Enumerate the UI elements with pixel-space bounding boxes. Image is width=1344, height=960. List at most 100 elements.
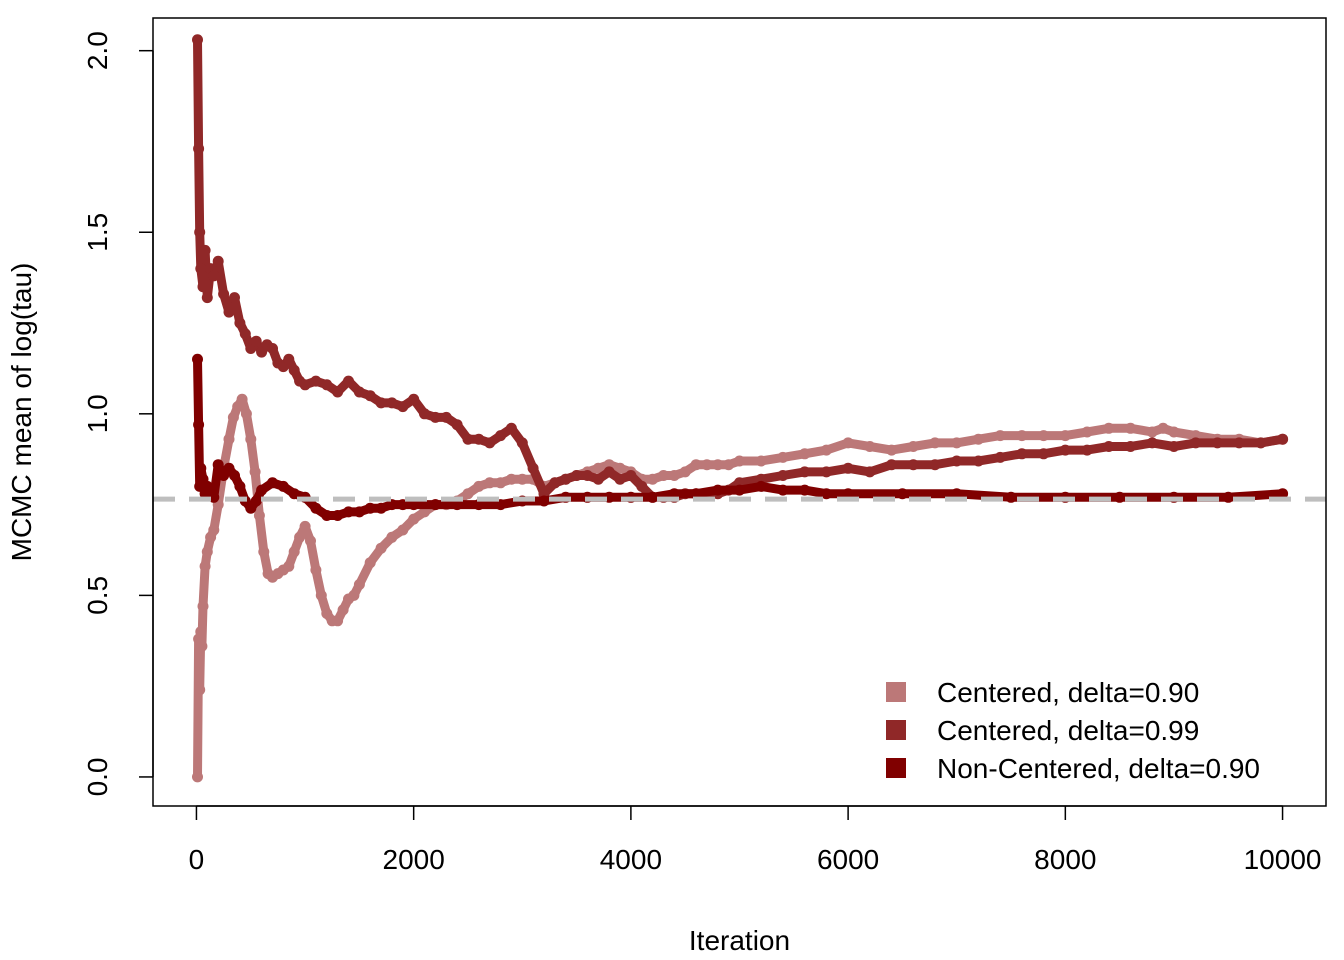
- data-point: [364, 390, 376, 402]
- data-point: [283, 353, 295, 365]
- data-point: [603, 466, 615, 478]
- data-point: [1081, 426, 1093, 438]
- data-point: [505, 422, 517, 434]
- data-point: [951, 455, 963, 467]
- data-point: [239, 328, 251, 340]
- data-point: [192, 353, 203, 365]
- data-point: [195, 263, 207, 275]
- data-point: [527, 462, 539, 474]
- x-tick-label: 4000: [600, 844, 662, 875]
- legend-item: Centered, delta=0.99: [886, 715, 1199, 746]
- data-point: [712, 484, 724, 496]
- data-point: [1146, 437, 1158, 449]
- data-point: [571, 470, 583, 481]
- data-point: [229, 292, 240, 304]
- data-point: [1277, 433, 1289, 445]
- data-point: [240, 408, 252, 420]
- data-point: [408, 499, 420, 511]
- data-point: [462, 488, 474, 500]
- series-line: [193, 394, 1288, 782]
- data-point: [192, 771, 203, 783]
- data-point: [592, 473, 604, 485]
- y-tick-label: 1.0: [82, 394, 113, 433]
- data-point: [1233, 437, 1245, 449]
- data-point: [864, 466, 876, 478]
- data-point: [288, 364, 300, 376]
- data-point: [549, 477, 561, 489]
- data-point: [386, 531, 398, 543]
- data-point: [208, 491, 220, 503]
- data-point: [907, 441, 919, 452]
- y-axis-title: MCMC mean of log(tau): [6, 263, 37, 562]
- x-axis-title: Iteration: [689, 925, 790, 956]
- data-point: [886, 444, 898, 456]
- data-point: [227, 411, 239, 423]
- data-point: [310, 502, 322, 514]
- data-point: [408, 513, 420, 525]
- data-point: [250, 335, 262, 347]
- data-point: [1168, 426, 1180, 438]
- data-point: [495, 430, 507, 442]
- data-point: [1114, 491, 1126, 503]
- data-point: [212, 255, 224, 267]
- data-point: [1125, 441, 1136, 452]
- data-point: [321, 510, 333, 521]
- data-point: [495, 477, 507, 489]
- data-point: [658, 470, 669, 481]
- data-point: [820, 444, 832, 456]
- data-point: [451, 499, 463, 511]
- data-point: [229, 470, 240, 481]
- data-point: [223, 306, 235, 318]
- data-point: [258, 546, 270, 558]
- data-point: [353, 386, 365, 398]
- data-point: [516, 473, 528, 485]
- data-point: [353, 579, 365, 590]
- data-point: [364, 502, 376, 514]
- data-point: [305, 535, 316, 547]
- data-point: [495, 499, 507, 511]
- data-point: [249, 466, 261, 478]
- data-point: [1059, 430, 1071, 442]
- data-point: [505, 473, 517, 485]
- data-point: [1168, 441, 1180, 452]
- data-point: [277, 480, 289, 492]
- data-point: [451, 419, 463, 431]
- data-point: [343, 506, 354, 518]
- data-point: [994, 430, 1006, 442]
- data-point: [1222, 491, 1234, 503]
- data-point: [614, 473, 626, 485]
- data-point: [484, 437, 496, 449]
- legend-swatch: [886, 682, 906, 702]
- data-point: [473, 433, 485, 445]
- data-point: [199, 560, 211, 572]
- data-point: [723, 459, 735, 471]
- data-point: [1125, 422, 1136, 434]
- data-point: [473, 480, 485, 492]
- data-point: [690, 459, 702, 471]
- data-point: [1005, 491, 1017, 503]
- data-point: [647, 473, 659, 485]
- data-point: [972, 455, 984, 467]
- data-point: [321, 379, 333, 391]
- y-tick-label: 2.0: [82, 31, 113, 70]
- data-point: [194, 226, 206, 238]
- legend-label: Non-Centered, delta=0.90: [937, 753, 1260, 784]
- data-point: [1157, 422, 1169, 434]
- data-point: [299, 379, 311, 391]
- data-point: [1016, 430, 1028, 442]
- data-point: [283, 560, 295, 572]
- data-point: [886, 459, 898, 471]
- data-point: [690, 488, 702, 500]
- data-point: [777, 470, 789, 481]
- legend-label: Centered, delta=0.90: [937, 677, 1199, 708]
- data-point: [668, 470, 680, 481]
- data-point: [701, 459, 713, 471]
- data-point: [199, 244, 211, 256]
- data-point: [1081, 444, 1093, 456]
- x-axis: 0 2000 4000 6000 8000 10000: [189, 805, 1321, 875]
- x-tick-label: 2000: [383, 844, 445, 875]
- data-point: [896, 488, 908, 500]
- legend-swatch: [886, 758, 906, 778]
- data-point: [625, 470, 637, 481]
